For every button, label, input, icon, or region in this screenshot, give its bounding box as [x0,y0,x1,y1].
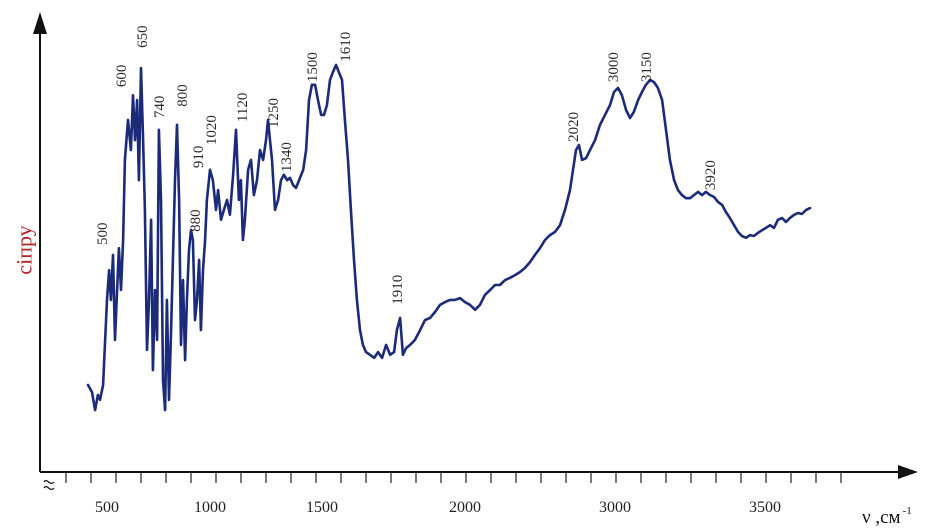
peak-label: 650 [135,25,151,48]
peak-label: 1910 [390,275,406,305]
peak-label: 1340 [279,142,295,172]
x-axis-label-superscript: -1 [903,505,912,517]
peak-label: 880 [188,209,204,232]
x-axis-arrow [898,465,918,479]
x-tick-label: 1000 [194,499,226,516]
peak-label: 3150 [639,52,655,82]
peak-label: 2020 [566,112,582,142]
peak-label: 1120 [235,93,251,122]
x-tick-label: 500 [95,499,119,516]
x-axis-label: ν ,см -1 [862,505,912,528]
x-axis-label-main: ν ,см [862,507,901,528]
peak-label: 500 [95,223,111,246]
peak-label: 1020 [204,115,220,145]
x-tick-label: 3000 [599,499,631,516]
peak-label: 3920 [703,160,719,190]
peak-label: 800 [175,84,191,107]
peak-label: 1500 [305,52,321,82]
x-tick-label: 3500 [749,499,781,516]
peak-label: 1610 [338,32,354,62]
peak-label: 740 [152,96,168,119]
y-axis-arrow [33,12,47,34]
peak-label: 3000 [606,52,622,82]
x-minor-ticks [65,473,842,483]
peak-label: 1250 [266,98,282,128]
x-tick-label: 1500 [306,499,338,516]
y-axis-label: сіпру [12,225,37,274]
spectrum-line [86,63,812,412]
axis-break-mark [43,479,55,491]
x-tick-labels: 500 1000 1500 2000 3000 3500 [95,499,781,516]
peak-label: 600 [114,65,130,88]
x-tick-label: 2000 [449,499,481,516]
peak-label: 910 [191,146,207,169]
